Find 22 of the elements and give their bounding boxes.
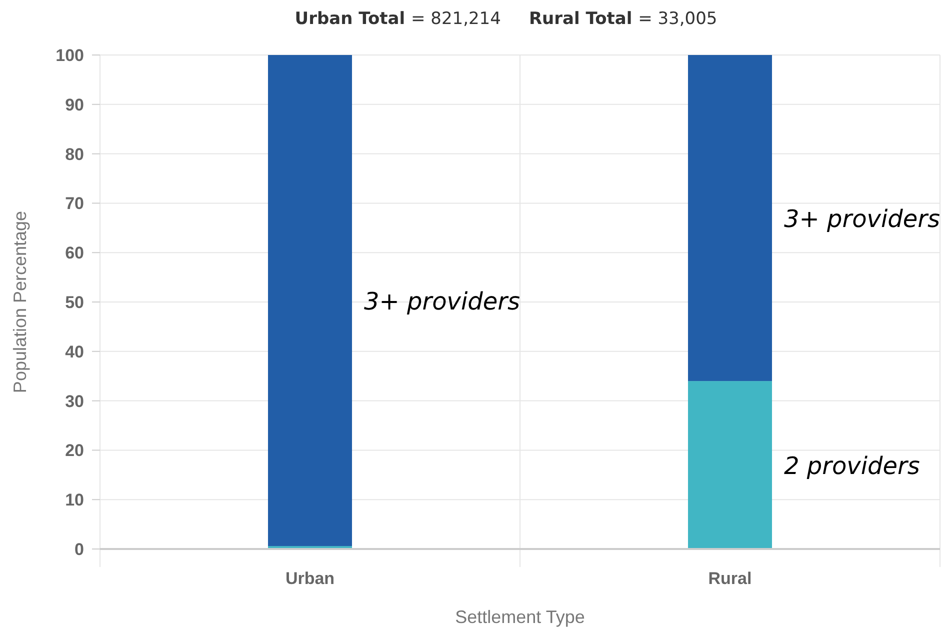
bar — [688, 381, 772, 549]
y-tick-label: 60 — [65, 244, 84, 263]
text: 3+ providers — [784, 205, 940, 234]
series-label: 2 providers — [784, 452, 920, 480]
bar — [688, 55, 772, 382]
y-tick-label: 0 — [74, 540, 84, 559]
y-tick-label: 100 — [56, 46, 84, 65]
y-axis-title: Population Percentage — [10, 210, 30, 394]
x-tick-label: Urban — [285, 569, 335, 588]
x-tick-label: Rural — [708, 569, 752, 588]
bar — [268, 55, 352, 546]
y-tick-label: 50 — [65, 292, 84, 312]
y-tick-label: 80 — [65, 144, 84, 164]
y-tick-label: 10 — [65, 490, 84, 510]
y-tick-label: 20 — [65, 441, 84, 460]
y-tick-label: 90 — [65, 95, 84, 114]
series-label: 3+ providers — [364, 288, 520, 316]
y-tick-label: 40 — [65, 342, 84, 362]
x-axis-title: Settlement Type — [455, 607, 585, 627]
y-tick-label: 70 — [65, 194, 84, 214]
y-tick-label: 30 — [65, 392, 84, 411]
chart-title: Urban Total = 821,214 Rural Total = 33,005 — [294, 9, 718, 29]
